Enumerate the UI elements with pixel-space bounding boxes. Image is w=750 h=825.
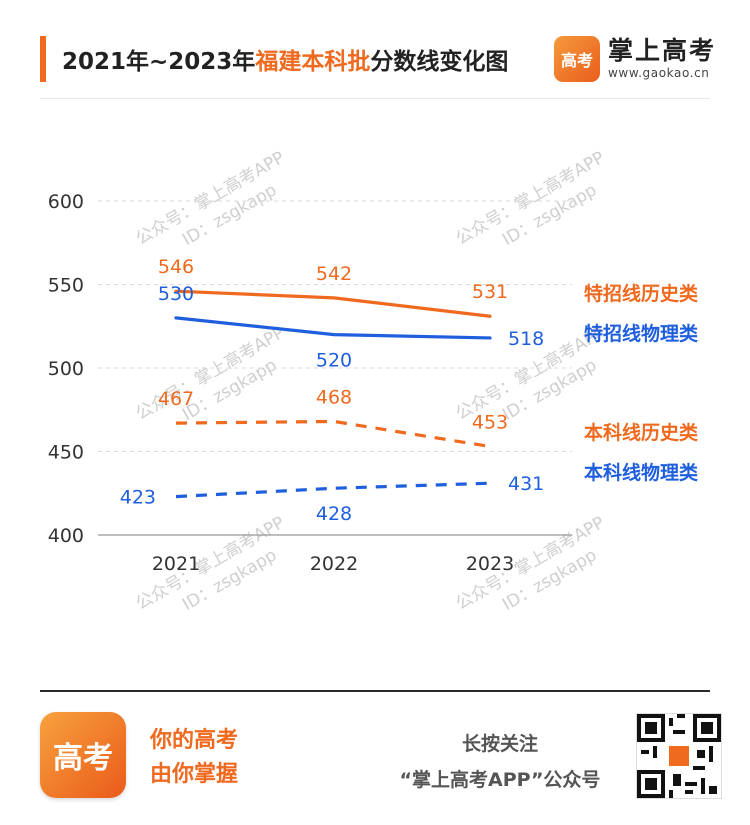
data-label: 518	[508, 328, 544, 350]
brand-url: www.gaokao.cn	[607, 66, 710, 80]
y-tick-label: 500	[48, 358, 84, 380]
brand-name: 掌上高考	[607, 36, 716, 65]
y-tick-label: 400	[48, 525, 84, 547]
follow-prompt: 长按关注 “掌上高考APP”公众号	[380, 726, 620, 798]
y-tick-label: 450	[48, 442, 84, 464]
legend-label: 本科线历史类	[584, 421, 698, 444]
legend-label: 本科线物理类	[584, 461, 698, 484]
follow-line-2: “掌上高考APP”公众号	[399, 769, 601, 791]
app-logo-icon: 高考	[40, 712, 126, 798]
data-label: 520	[316, 350, 352, 372]
slogan-line-1: 你的高考	[150, 728, 239, 753]
data-label: 467	[158, 388, 194, 410]
y-tick-label: 550	[48, 275, 84, 297]
title-highlight: 福建本科批	[255, 49, 371, 75]
data-label: 423	[120, 487, 156, 509]
x-tick-label: 2022	[310, 553, 358, 575]
header-divider	[40, 98, 710, 99]
follow-line-1: 长按关注	[461, 733, 538, 755]
slogan-line-2: 由你掌握	[150, 762, 239, 787]
legend-label: 特招线历史类	[584, 282, 698, 305]
data-label: 468	[316, 386, 352, 408]
data-label: 453	[472, 411, 508, 433]
data-label: 530	[158, 283, 194, 305]
data-label: 531	[472, 281, 508, 303]
title-prefix: 2021年~2023年	[62, 49, 256, 75]
series-line	[174, 289, 492, 318]
x-tick-label: 2023	[466, 553, 514, 575]
y-tick-label: 600	[48, 191, 84, 213]
data-label: 428	[316, 503, 352, 525]
title-accent-bar	[40, 36, 46, 82]
series-line	[174, 316, 492, 340]
qr-code-icon[interactable]	[636, 713, 722, 799]
brand-header: 高考 掌上高考 www.gaokao.cn	[553, 36, 716, 82]
x-tick-label: 2021	[152, 553, 200, 575]
slogan: 你的高考 由你掌握	[150, 724, 238, 792]
series-line	[175, 481, 491, 499]
title-suffix: 分数线变化图	[370, 49, 509, 75]
data-label: 431	[508, 473, 544, 495]
footer-divider	[40, 690, 710, 692]
series-line	[175, 419, 491, 449]
brand-logo-icon: 高考	[553, 36, 600, 82]
data-label: 546	[158, 256, 194, 278]
data-label: 542	[316, 263, 352, 285]
page-title: 2021年~2023年福建本科批分数线变化图	[62, 42, 508, 76]
legend-label: 特招线物理类	[584, 322, 698, 345]
